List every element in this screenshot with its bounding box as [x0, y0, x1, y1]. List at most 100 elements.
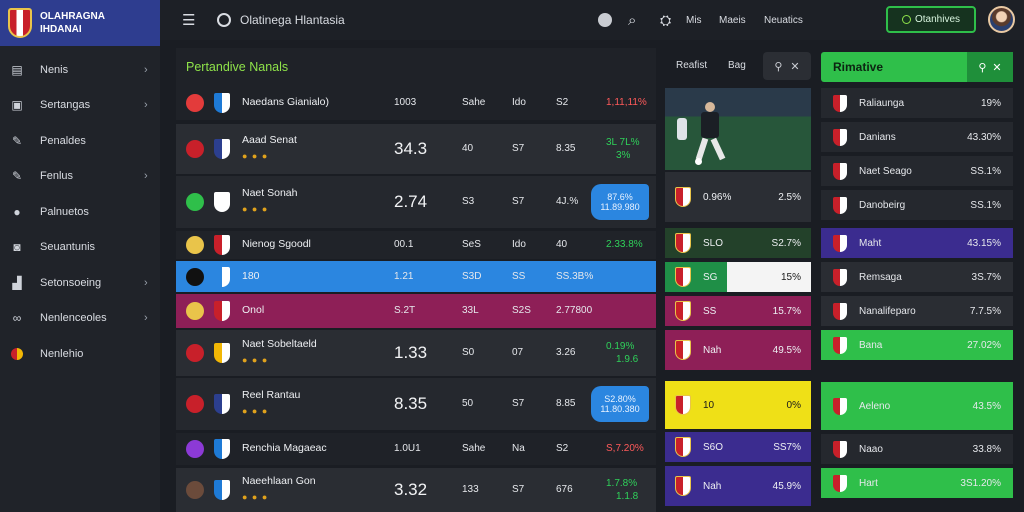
- team-name: Naet Sobeltaeld: [242, 338, 317, 350]
- market-row[interactable]: SS 15.7%: [665, 296, 811, 326]
- gamepad-icon[interactable]: ⛭: [660, 11, 672, 28]
- tab-reafist[interactable]: Reafist: [676, 60, 708, 71]
- clock-icon: [217, 13, 231, 27]
- ranking-row[interactable]: Remsaga 3S.7%: [821, 262, 1013, 292]
- stat-cell: 133: [462, 484, 479, 495]
- search-outline-icon[interactable]: ⌕: [628, 11, 637, 29]
- odds-value[interactable]: 1.33: [394, 343, 428, 362]
- stat-cell: 50: [462, 398, 474, 409]
- market-label: 10: [703, 399, 715, 411]
- team-name: Renchia Magaeac: [242, 442, 327, 454]
- bet-button[interactable]: S2.80% 11.80.380: [591, 386, 649, 422]
- table-row[interactable]: Onol S.2T 33L S2S 2.77800: [176, 294, 656, 328]
- odds-value[interactable]: 1.0U1: [394, 443, 421, 454]
- chart-icon: ▟: [12, 275, 22, 290]
- odds-value[interactable]: 1003: [394, 97, 417, 108]
- stat-cell: S2: [556, 443, 569, 454]
- ranking-row[interactable]: Aeleno 43.5%: [821, 382, 1013, 430]
- odds-value[interactable]: 00.1: [394, 239, 414, 250]
- top-link-maeis[interactable]: Maeis: [719, 14, 746, 26]
- team-icon: [186, 440, 204, 458]
- brand[interactable]: OLAHRAGNA IHDANAI: [0, 0, 160, 46]
- odds-value[interactable]: S.2T: [394, 305, 416, 316]
- stat-cell: 33L: [462, 305, 479, 316]
- match-photo: [665, 88, 811, 170]
- ranking-value: 27.02%: [967, 339, 1001, 351]
- table-row[interactable]: Nienog Sgoodl 00.1 SeS Ido 40 2.33.8%: [176, 231, 656, 259]
- rankings-search-button[interactable]: ⚲ ✕: [967, 52, 1013, 82]
- odds-value[interactable]: 2.74: [394, 192, 428, 211]
- team-icon: [186, 267, 204, 286]
- filter-close-button[interactable]: ⚲ ✕: [763, 52, 811, 80]
- odds-value[interactable]: 1.21: [394, 270, 414, 282]
- sidebar-item-nenlenceoles[interactable]: ∞ Nenlenceoles ›: [0, 301, 160, 337]
- ranking-row[interactable]: Maht 43.15%: [821, 228, 1013, 258]
- close-icon: ✕: [992, 61, 1002, 74]
- search-icon[interactable]: [598, 13, 612, 27]
- team-name: Naet Sonah: [242, 187, 298, 199]
- market-row[interactable]: S6O SS7%: [665, 432, 811, 462]
- ranking-row[interactable]: Naao 33.8%: [821, 434, 1013, 464]
- sidebar-item-nenis[interactable]: ▤ Nenis ›: [0, 52, 160, 88]
- stat-cell: S7: [512, 398, 525, 409]
- market-value: 45.9%: [772, 480, 801, 492]
- matches-panel: Pertandive Nanals Naedans Gianialo) 1003 S…: [176, 48, 656, 512]
- market-row[interactable]: 10 0%: [665, 381, 811, 429]
- table-row[interactable]: Reel Rantau ● ● ● 8.35 50 S7 8.85 S2.80% 11.80.…: [176, 378, 656, 430]
- chevron-right-icon: ›: [144, 170, 148, 183]
- sidebar-item-sertangas[interactable]: ▣ Sertangas ›: [0, 88, 160, 124]
- table-row[interactable]: Naedans Gianialo) 1003 Sahe Ido S2 1,11,11%: [176, 86, 656, 120]
- chevron-right-icon: ›: [144, 63, 148, 76]
- sidebar-item-seuantunis[interactable]: ◙ Seuantunis: [0, 230, 160, 266]
- sidebar-item-setonsoeing[interactable]: ▟ Setonsoeing ›: [0, 265, 160, 301]
- user-avatar[interactable]: [988, 6, 1015, 33]
- sidebar-item-fenlus[interactable]: ✎ Fenlus ›: [0, 159, 160, 195]
- team-name: 180: [242, 269, 260, 282]
- table-row[interactable]: Naet Sobeltaeld ● ● ● 1.33 S0 07 3.26 0.19% 1.9…: [176, 330, 656, 376]
- sidebar-item-nenlehio[interactable]: Nenlehio: [0, 336, 160, 372]
- market-row[interactable]: Nah 45.9%: [665, 466, 811, 506]
- page-title: Olatinega Hlantasia: [240, 13, 345, 27]
- bet-button[interactable]: 87.6% 11.89.980: [591, 184, 649, 220]
- club-crest-icon: [214, 93, 230, 113]
- ranking-row[interactable]: Bana 27.02%: [821, 330, 1013, 360]
- ranking-row[interactable]: Hart 3S1.20%: [821, 468, 1013, 498]
- ranking-row[interactable]: Raliaunga 19%: [821, 88, 1013, 118]
- market-row[interactable]: SG 15%: [665, 262, 811, 292]
- club-crest-icon: [833, 440, 847, 458]
- top-link-mis[interactable]: Mis: [686, 14, 702, 26]
- market-row[interactable]: Nah 49.5%: [665, 330, 811, 370]
- ranking-team: Nanalifeparo: [859, 305, 916, 317]
- odds-value[interactable]: 3.32: [394, 480, 428, 499]
- club-crest-icon: [833, 397, 847, 415]
- sidebar-item-palnuetos[interactable]: ● Palnuetos: [0, 194, 160, 230]
- odds-value[interactable]: 34.3: [394, 139, 428, 158]
- ranking-row[interactable]: Danobeirg SS.1%: [821, 190, 1013, 220]
- sidebar-item-penaldes[interactable]: ✎ Penaldes: [11, 133, 86, 148]
- table-row[interactable]: Naet Sonah ● ● ● 2.74 S3 S7 4J.% 87.6% 11.89.98…: [176, 176, 656, 228]
- ranking-team: Naao: [859, 443, 883, 455]
- ranking-row[interactable]: Danians 43.30%: [821, 122, 1013, 152]
- market-row[interactable]: SLO S2.7%: [665, 228, 811, 258]
- table-row[interactable]: Aaad Senat ● ● ● 34.3 40 S7 8.35 3L 7L% 3%: [176, 124, 656, 174]
- ranking-value: 19%: [980, 97, 1001, 109]
- tab-bag[interactable]: Bag: [728, 60, 746, 71]
- close-icon: ✕: [790, 60, 800, 73]
- club-crest-icon: [675, 437, 691, 457]
- cta-button[interactable]: Otanhives: [886, 6, 976, 33]
- market-row[interactable]: 0.96% 2.5%: [665, 172, 811, 222]
- team-icon: [186, 140, 204, 158]
- team-name: Reel Rantau: [242, 389, 301, 401]
- top-link-neuatics[interactable]: Neuatics: [764, 14, 803, 26]
- table-row[interactable]: Renchia Magaeac 1.0U1 Sahe Na S2 S,7.20%: [176, 433, 656, 465]
- rating-stars: ● ● ●: [242, 355, 269, 365]
- menu-icon[interactable]: ☰: [182, 12, 196, 29]
- ranking-row[interactable]: Nanalifeparo 7.7.5%: [821, 296, 1013, 326]
- market-label: Nah: [703, 480, 722, 492]
- ranking-row[interactable]: Naet Seago SS.1%: [821, 156, 1013, 186]
- trend-sub-value: 1.1.8: [616, 491, 639, 502]
- odds-value[interactable]: 8.35: [394, 394, 428, 413]
- table-row[interactable]: 180 1.21 S3D SS SS.3B%: [176, 261, 656, 292]
- table-row[interactable]: Naeehlaan Gon ● ● ● 3.32 133 S7 676 1.7.8% 1.1.…: [176, 468, 656, 512]
- team-icon: [186, 302, 204, 320]
